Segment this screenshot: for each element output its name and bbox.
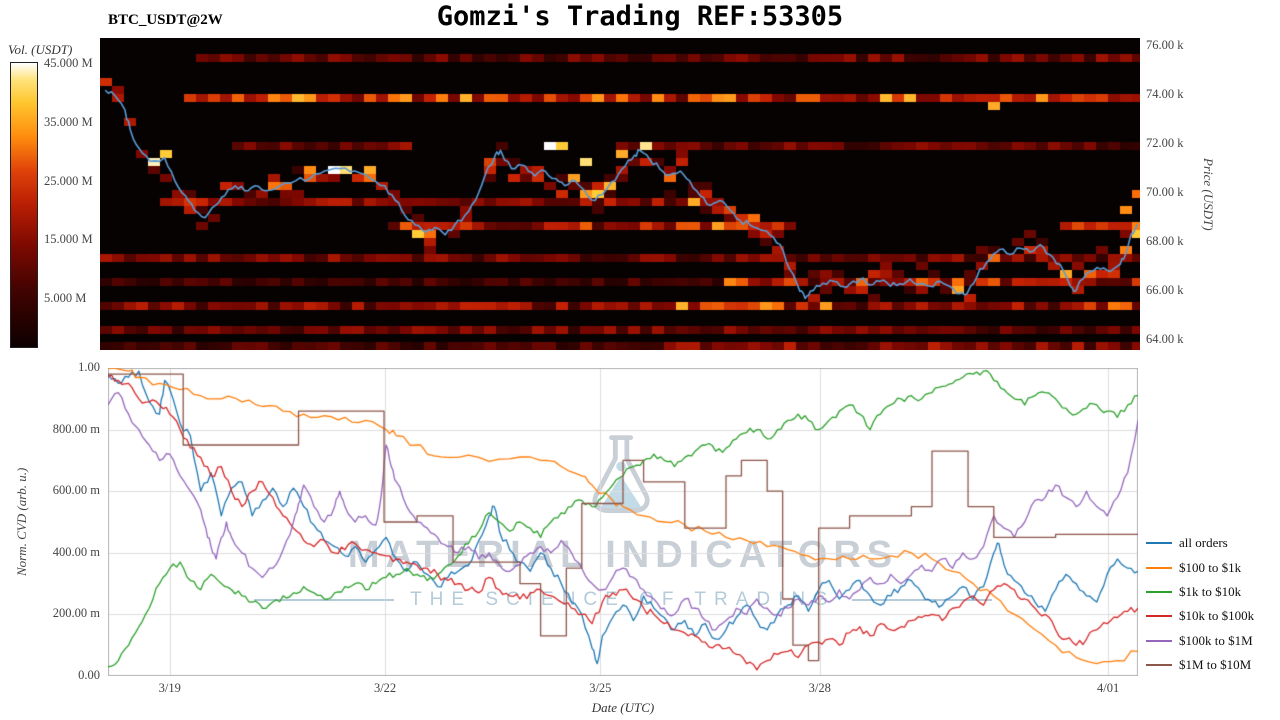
- cvd-x-tick-label: 3/19: [158, 681, 181, 695]
- legend-label: all orders: [1179, 535, 1228, 551]
- legend-label: $1k to $10k: [1179, 583, 1242, 599]
- colorbar-tick-label: 25.000 M: [44, 173, 93, 188]
- price-axis-tick-labels: 76.00 k 74.00 k 72.00 k 70.00 k 68.00 k 66.00…: [1146, 38, 1206, 350]
- legend-line-swatch: [1146, 590, 1172, 593]
- colorbar-tick-label: 5.000 M: [44, 291, 87, 305]
- colorbar-tick-label: 35.000 M: [44, 114, 93, 129]
- page-title: Gomzi's Trading REF:53305: [436, 1, 844, 32]
- legend-label: $100k to $1M: [1179, 632, 1253, 648]
- legend-line-swatch: [1146, 639, 1172, 642]
- legend-item: all orders: [1146, 531, 1278, 555]
- cvd-x-tick-label: 3/25: [589, 681, 612, 695]
- cvd-plot-area: MATERIAL INDICATORS THE SCIENCE OF TRADI…: [108, 368, 1138, 676]
- price-tick-label: 68.00 k: [1146, 234, 1184, 249]
- cvd-x-tick-label: 3/22: [373, 681, 397, 695]
- price-tick-label: 66.00 k: [1146, 283, 1184, 298]
- legend-item: $1M to $10M: [1146, 653, 1278, 677]
- colorbar-tick-labels: 45.000 M 35.000 M 25.000 M 15.000 M 5.000 M: [44, 38, 114, 350]
- colorbar-tick-label: 15.000 M: [44, 232, 93, 247]
- cvd-x-tick-label: 4/01: [1097, 681, 1120, 695]
- cvd-y-tick-label: 0.00: [78, 668, 100, 682]
- colorbar-tick-label: 45.000 M: [44, 56, 93, 70]
- colorbar-axis-label: Vol. (USDT): [8, 42, 73, 57]
- cvd-x-axis-label: Date (UTC): [591, 700, 655, 715]
- cvd-x-tick-labels: 3/19 3/22 3/25 3/28 4/01: [108, 681, 1138, 697]
- price-tick-label: 70.00 k: [1146, 185, 1184, 200]
- legend-label: $100 to $1k: [1179, 559, 1242, 575]
- cvd-y-tick-label: 600.00 m: [52, 483, 100, 498]
- legend-item: $100k to $1M: [1146, 629, 1278, 653]
- cvd-y-tick-label: 1.00: [78, 360, 100, 374]
- price-tick-label: 64.00 k: [1146, 332, 1184, 347]
- price-axis-label: Price (USDT): [1201, 157, 1216, 231]
- cvd-y-tick-label: 800.00 m: [52, 421, 100, 436]
- cvd-y-tick-label: 200.00 m: [52, 606, 100, 621]
- legend-label: $1M to $10M: [1179, 657, 1252, 673]
- legend-line-swatch: [1146, 615, 1172, 618]
- price-tick-label: 72.00 k: [1146, 136, 1184, 151]
- volume-colorbar: [10, 62, 38, 348]
- legend-item: $100 to $1k: [1146, 555, 1278, 579]
- price-tick-label: 76.00 k: [1146, 38, 1184, 53]
- legend: all orders $100 to $1k $1k to $10k $10k to …: [1146, 531, 1278, 677]
- legend-line-swatch: [1146, 566, 1172, 569]
- legend-item: $10k to $100k: [1146, 604, 1278, 628]
- symbol-label: BTC_USDT@2W: [108, 12, 223, 28]
- legend-label: $10k to $100k: [1179, 608, 1255, 624]
- legend-item: $1k to $10k: [1146, 580, 1278, 604]
- cvd-x-tick-label: 3/28: [808, 681, 831, 695]
- price-tick-label: 74.00 k: [1146, 87, 1184, 102]
- legend-line-swatch: [1146, 542, 1172, 545]
- legend-line-swatch: [1146, 664, 1172, 667]
- cvd-chart-canvas: [108, 368, 1138, 676]
- liquidity-heatmap-canvas: [100, 38, 1140, 350]
- cvd-y-tick-labels: 1.00 800.00 m 600.00 m 400.00 m 200.00 m 0.00: [0, 360, 100, 682]
- cvd-y-tick-label: 400.00 m: [52, 544, 100, 559]
